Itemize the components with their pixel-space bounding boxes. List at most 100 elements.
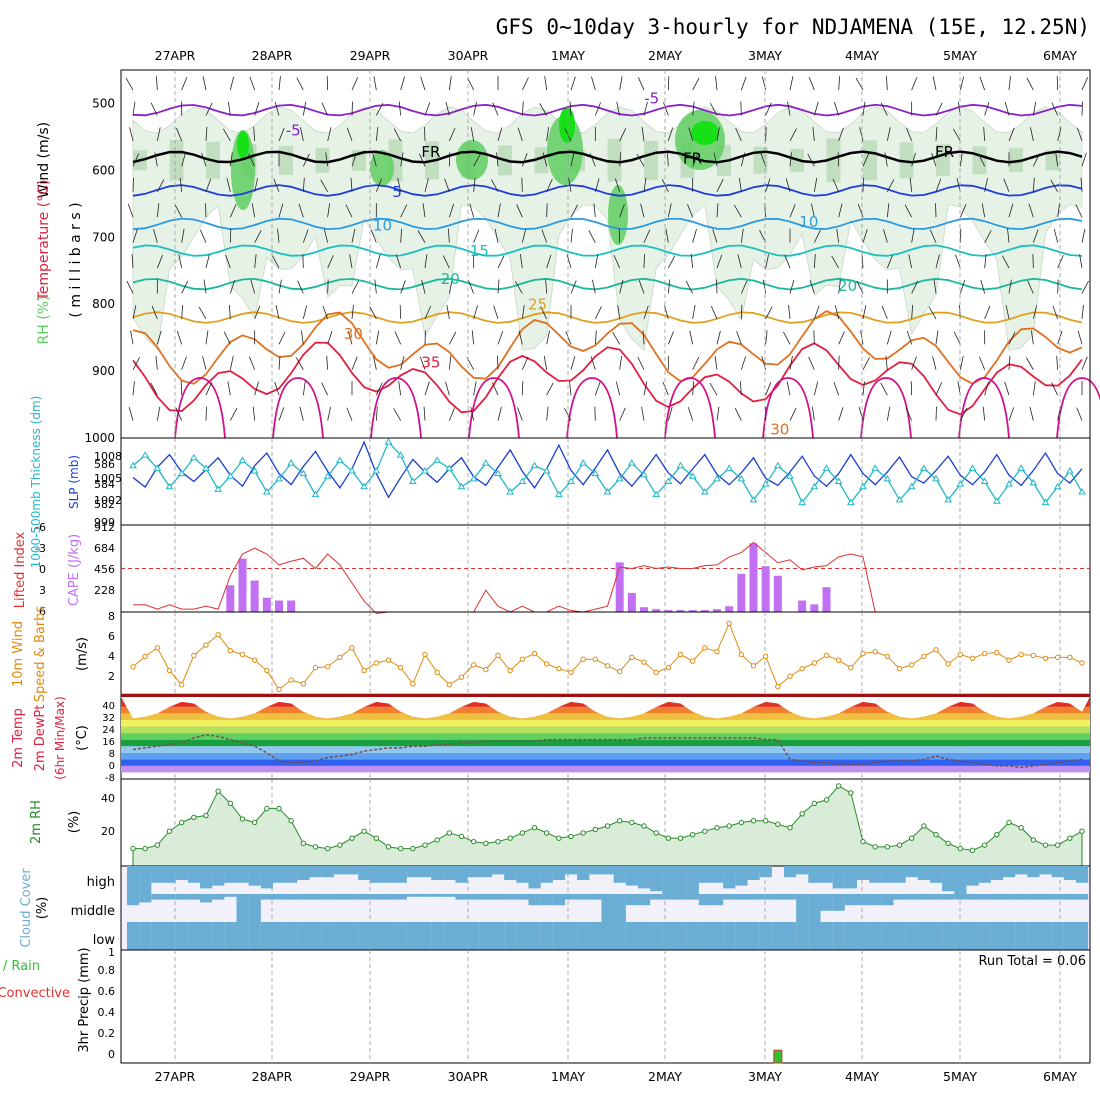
temp-contour-40: [958, 377, 1010, 439]
rh-point: [860, 838, 866, 845]
wind-barb: [984, 381, 989, 396]
thickness-point: [250, 466, 259, 474]
wind-speed-point: [994, 649, 1000, 656]
wind-barb: [372, 152, 377, 167]
cloud-bar-low: [565, 922, 578, 950]
wind-barb: [641, 127, 645, 141]
wind-tick: 8: [108, 610, 115, 623]
thickness-point: [348, 466, 356, 474]
cloud-bar-low: [358, 922, 371, 950]
wind-speed-point: [896, 665, 903, 672]
wind-barb: [911, 228, 915, 243]
cape-bar: [640, 607, 648, 612]
rh-point: [775, 821, 781, 827]
wind-barb: [546, 127, 550, 141]
wind-barb: [150, 102, 158, 116]
cape-bar: [238, 558, 247, 612]
rh-point: [312, 844, 319, 850]
wind-barb: [735, 127, 742, 142]
rh-point: [957, 845, 964, 852]
date-label-top: 2MAY: [648, 48, 682, 63]
wind-barb: [229, 355, 234, 370]
wind-barb: [418, 153, 426, 167]
cloud-bar-high: [674, 866, 687, 894]
thickness-point: [518, 477, 527, 484]
cloud-bar-high: [224, 866, 237, 883]
wind-barb: [619, 152, 622, 167]
cape-bar: [627, 592, 636, 612]
wind-barb: [692, 153, 699, 167]
cloud-bar-low: [589, 922, 602, 950]
rh-point: [568, 833, 574, 840]
wind-barb: [517, 127, 523, 142]
wind-barb: [351, 280, 359, 294]
thickness-point: [591, 469, 600, 477]
wind-barb: [1008, 203, 1014, 218]
wind-barb: [813, 101, 819, 116]
cloud-bar-middle: [504, 894, 517, 900]
rh-point: [166, 828, 173, 834]
wind-barb: [838, 76, 841, 91]
wind-speed-point: [702, 645, 708, 651]
rh-point: [397, 845, 404, 852]
wind-barb: [345, 204, 353, 218]
wind-barb: [296, 77, 304, 91]
wind-speed-point: [300, 681, 307, 687]
wind-speed-point: [945, 661, 951, 667]
rh-point: [458, 833, 465, 840]
wind-barb: [809, 280, 815, 294]
cloud-bar-middle: [200, 894, 213, 903]
wind-barb: [225, 254, 231, 269]
wind-barb: [1004, 101, 1010, 116]
wind-barb: [935, 254, 940, 269]
cloud-bar-low: [662, 922, 675, 950]
wind-barb: [299, 406, 304, 421]
cloud-bar-middle: [711, 894, 724, 906]
cloud-bar-middle: [1027, 894, 1040, 900]
cloud-bar-middle: [516, 894, 529, 900]
rh-point: [945, 840, 951, 847]
wind-barb: [765, 102, 772, 116]
wind-barb: [613, 255, 621, 269]
wind-barb: [229, 152, 233, 167]
cloud-bar-low: [844, 922, 858, 950]
cloud-bar-middle: [248, 894, 261, 922]
wind-speed-point: [166, 667, 173, 674]
cloud-bar-low: [784, 922, 797, 950]
wind-barb: [665, 228, 669, 243]
rh-point: [1067, 835, 1073, 841]
wind-barb: [205, 254, 210, 269]
cloud-bar-high: [1027, 866, 1040, 878]
cloud-bar-high: [1015, 866, 1028, 875]
wind-barb: [132, 229, 138, 243]
pressure-tick: 1000: [84, 431, 115, 445]
wind-speed-point: [191, 652, 197, 659]
wind-barb: [448, 203, 455, 218]
wind-barb: [1004, 381, 1010, 396]
wind-barb: [1076, 127, 1083, 142]
rh-point: [130, 845, 136, 852]
wind-barb: [544, 76, 548, 91]
wind-barb: [886, 127, 891, 142]
wind-barb: [1053, 228, 1059, 243]
wind-barb: [952, 128, 961, 142]
wind-barb: [400, 152, 404, 167]
wind-barb: [181, 304, 184, 319]
cloud-bar-low: [711, 922, 724, 950]
rh-point: [835, 783, 842, 789]
wind-barb: [643, 381, 648, 396]
wind-barb: [813, 305, 820, 320]
thickness-point: [761, 480, 770, 487]
wind-barb: [373, 76, 377, 91]
wind-barb: [395, 254, 402, 269]
wind-barb: [546, 178, 553, 192]
wind-barb: [959, 204, 967, 218]
cloud-bar-low: [151, 922, 164, 950]
wind-speed-point: [677, 651, 684, 658]
date-label-top: 1MAY: [551, 48, 585, 63]
cloud-bar-middle: [625, 894, 639, 906]
wind-barb: [347, 330, 353, 345]
cloud-bar-low: [467, 922, 480, 950]
wind-barb: [667, 203, 672, 218]
wind-barb: [813, 254, 816, 269]
